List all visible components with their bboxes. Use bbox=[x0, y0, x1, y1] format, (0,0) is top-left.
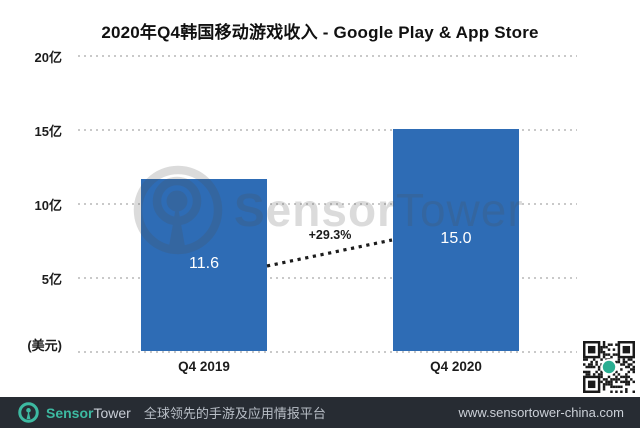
footer-bar: SensorTower 全球领先的手游及应用情报平台 www.sensortow… bbox=[0, 397, 640, 428]
bar-value-label: 11.6 bbox=[189, 255, 219, 273]
footer-tagline: 全球领先的手游及应用情报平台 bbox=[143, 406, 326, 421]
y-axis-tick-label: 5亿 bbox=[41, 272, 62, 287]
footer-brand: SensorTower bbox=[46, 405, 131, 421]
gridline bbox=[78, 277, 577, 279]
bar bbox=[141, 179, 267, 351]
plot-area: (美元) +29.3% SensorTower 20亿 15亿 10亿 5亿 11.6 Q… bbox=[27, 50, 577, 374]
x-axis-category-label: Q4 2019 bbox=[178, 359, 230, 374]
chart-title: 2020年Q4韩国移动游戏收入 - Google Play & App Stor… bbox=[101, 23, 539, 42]
gridline bbox=[78, 203, 577, 205]
gridline bbox=[78, 55, 577, 57]
x-axis-baseline bbox=[78, 351, 577, 353]
gridline bbox=[78, 129, 577, 131]
y-axis-tick-label: 15亿 bbox=[34, 124, 62, 139]
footer-brand-sensor: Sensor bbox=[46, 404, 94, 421]
x-axis-category-label: Q4 2020 bbox=[430, 359, 482, 374]
y-axis-tick-label: 20亿 bbox=[34, 50, 62, 65]
qr-center-logo-dot bbox=[602, 360, 616, 374]
footer-url: www.sensortower-china.com bbox=[458, 405, 624, 420]
bar bbox=[393, 129, 519, 351]
growth-annotation: +29.3% bbox=[308, 228, 352, 242]
y-axis-tick-label: 10亿 bbox=[34, 198, 62, 213]
bar-value-label: 15.0 bbox=[440, 230, 472, 247]
qr-code bbox=[583, 341, 635, 393]
sensor-tower-logo-icon bbox=[18, 402, 39, 423]
footer-brand-tower: Tower bbox=[93, 404, 131, 421]
y-axis-unit-label: (美元) bbox=[27, 338, 62, 353]
